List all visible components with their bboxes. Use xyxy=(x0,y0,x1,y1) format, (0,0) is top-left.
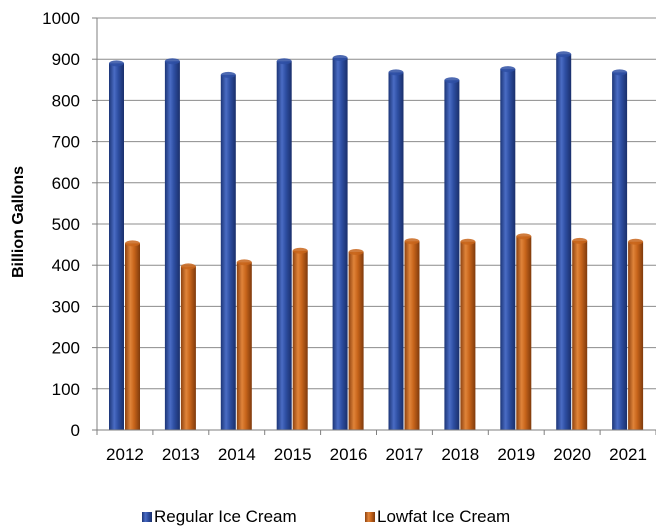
gridlines xyxy=(97,17,656,390)
bar-lowfat-ice-cream-2016 xyxy=(348,252,364,430)
bars xyxy=(109,51,644,431)
y-axis-title: Billion Gallons xyxy=(10,166,27,278)
y-tick-label: 200 xyxy=(52,339,80,358)
y-tick-label: 400 xyxy=(52,256,80,275)
axes xyxy=(92,17,656,435)
x-tick-labels: 2012 2013 2014 2015 2016 2017 2018 2019 2020 2021 xyxy=(106,445,647,464)
y-tick-label: 900 xyxy=(52,50,80,69)
bar-cap xyxy=(180,263,196,270)
bar-regular-ice-cream-2021 xyxy=(612,72,628,430)
x-tick-label: 2015 xyxy=(274,445,312,464)
bar-cap xyxy=(500,66,516,73)
y-tick-labels: 0 100 200 300 400 500 600 700 800 900 1000 xyxy=(42,9,80,440)
bar-cap xyxy=(516,233,532,240)
bar-cap xyxy=(612,69,628,76)
bar-regular-ice-cream-2020 xyxy=(556,54,572,430)
bar-cap xyxy=(404,238,420,245)
x-tick-label: 2020 xyxy=(553,445,591,464)
legend-label: Regular Ice Cream xyxy=(154,507,297,526)
bar-cap xyxy=(572,237,588,244)
bar-cap xyxy=(125,240,140,247)
legend-swatch xyxy=(142,512,152,522)
y-tick-label: 500 xyxy=(52,215,80,234)
bar-cap xyxy=(109,60,124,67)
legend-label: Lowfat Ice Cream xyxy=(377,507,510,526)
bar-cap xyxy=(220,71,236,78)
x-tick-label: 2017 xyxy=(386,445,424,464)
x-tick-label: 2014 xyxy=(218,445,256,464)
x-tick-label: 2018 xyxy=(441,445,479,464)
bar-regular-ice-cream-2012 xyxy=(109,63,124,430)
bar-cap xyxy=(292,247,308,254)
y-tick-label: 100 xyxy=(52,380,80,399)
y-tick-label: 300 xyxy=(52,297,80,316)
y-tick-label: 0 xyxy=(71,421,80,440)
bar-lowfat-ice-cream-2013 xyxy=(180,266,196,430)
bar-regular-ice-cream-2013 xyxy=(164,61,180,430)
y-tick-label: 800 xyxy=(52,91,80,110)
bar-lowfat-ice-cream-2015 xyxy=(292,250,308,430)
legend-swatch xyxy=(365,512,375,522)
bar-cap xyxy=(460,238,476,245)
bar-lowfat-ice-cream-2020 xyxy=(572,240,588,430)
legend: Regular Ice Cream Lowfat Ice Cream xyxy=(142,507,510,526)
legend-item: Lowfat Ice Cream xyxy=(365,507,510,526)
y-tick-label: 1000 xyxy=(42,9,80,28)
bar-regular-ice-cream-2015 xyxy=(276,61,292,430)
bar-regular-ice-cream-2016 xyxy=(332,57,348,431)
bar-cap xyxy=(628,238,644,245)
bar-regular-ice-cream-2019 xyxy=(500,69,516,430)
x-tick-label: 2016 xyxy=(330,445,368,464)
bar-lowfat-ice-cream-2018 xyxy=(460,241,476,430)
bar-cap xyxy=(332,54,348,61)
bar-cap xyxy=(444,77,460,84)
bar-lowfat-ice-cream-2012 xyxy=(125,243,140,430)
bar-cap xyxy=(556,51,572,58)
x-tick-label: 2021 xyxy=(609,445,647,464)
bar-regular-ice-cream-2014 xyxy=(220,74,236,430)
bar-lowfat-ice-cream-2014 xyxy=(236,262,252,430)
y-tick-label: 600 xyxy=(52,174,80,193)
bar-cap xyxy=(276,58,292,65)
bar-cap xyxy=(348,249,364,256)
bar-cap xyxy=(236,259,252,266)
bar-regular-ice-cream-2017 xyxy=(388,72,404,430)
bar-lowfat-ice-cream-2017 xyxy=(404,241,420,430)
y-tick-label: 700 xyxy=(52,133,80,152)
bar-regular-ice-cream-2018 xyxy=(444,80,460,430)
legend-item: Regular Ice Cream xyxy=(142,507,297,526)
x-tick-label: 2012 xyxy=(106,445,144,464)
bar-cap xyxy=(164,58,180,65)
bar-lowfat-ice-cream-2019 xyxy=(516,236,532,430)
bar-cap xyxy=(388,69,404,76)
x-tick-label: 2013 xyxy=(162,445,200,464)
x-tick-label: 2019 xyxy=(497,445,535,464)
bar-lowfat-ice-cream-2021 xyxy=(628,241,644,430)
